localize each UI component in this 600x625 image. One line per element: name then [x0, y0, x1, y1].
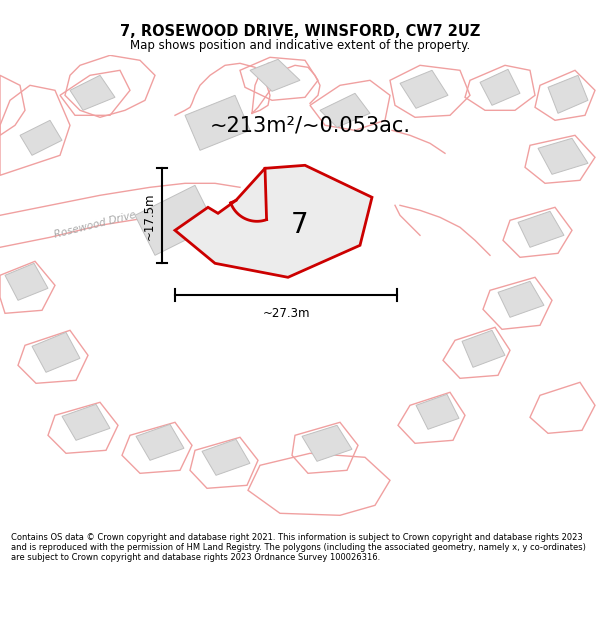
Text: Contains OS data © Crown copyright and database right 2021. This information is : Contains OS data © Crown copyright and d… [11, 532, 586, 562]
Polygon shape [70, 75, 115, 110]
Polygon shape [480, 69, 520, 105]
Polygon shape [135, 185, 215, 255]
Polygon shape [185, 95, 250, 150]
Polygon shape [498, 281, 544, 318]
Text: Map shows position and indicative extent of the property.: Map shows position and indicative extent… [130, 39, 470, 52]
Polygon shape [320, 93, 370, 128]
Text: Rosewood Drive: Rosewood Drive [53, 210, 137, 241]
Polygon shape [136, 424, 184, 460]
Polygon shape [302, 425, 352, 461]
Polygon shape [462, 330, 505, 367]
Text: 7, ROSEWOOD DRIVE, WINSFORD, CW7 2UZ: 7, ROSEWOOD DRIVE, WINSFORD, CW7 2UZ [120, 24, 480, 39]
Text: ~17.5m: ~17.5m [143, 192, 156, 239]
Polygon shape [175, 165, 372, 278]
Polygon shape [32, 332, 80, 372]
Text: ~213m²/~0.053ac.: ~213m²/~0.053ac. [209, 115, 410, 135]
Polygon shape [250, 59, 300, 91]
Polygon shape [548, 75, 588, 113]
Polygon shape [538, 138, 588, 174]
Polygon shape [202, 439, 250, 475]
Polygon shape [20, 120, 62, 155]
Polygon shape [416, 394, 459, 429]
Text: ~27.3m: ~27.3m [262, 308, 310, 320]
Polygon shape [518, 211, 564, 248]
Polygon shape [5, 263, 48, 300]
Polygon shape [62, 404, 110, 440]
Text: 7: 7 [291, 211, 309, 239]
Polygon shape [400, 70, 448, 108]
